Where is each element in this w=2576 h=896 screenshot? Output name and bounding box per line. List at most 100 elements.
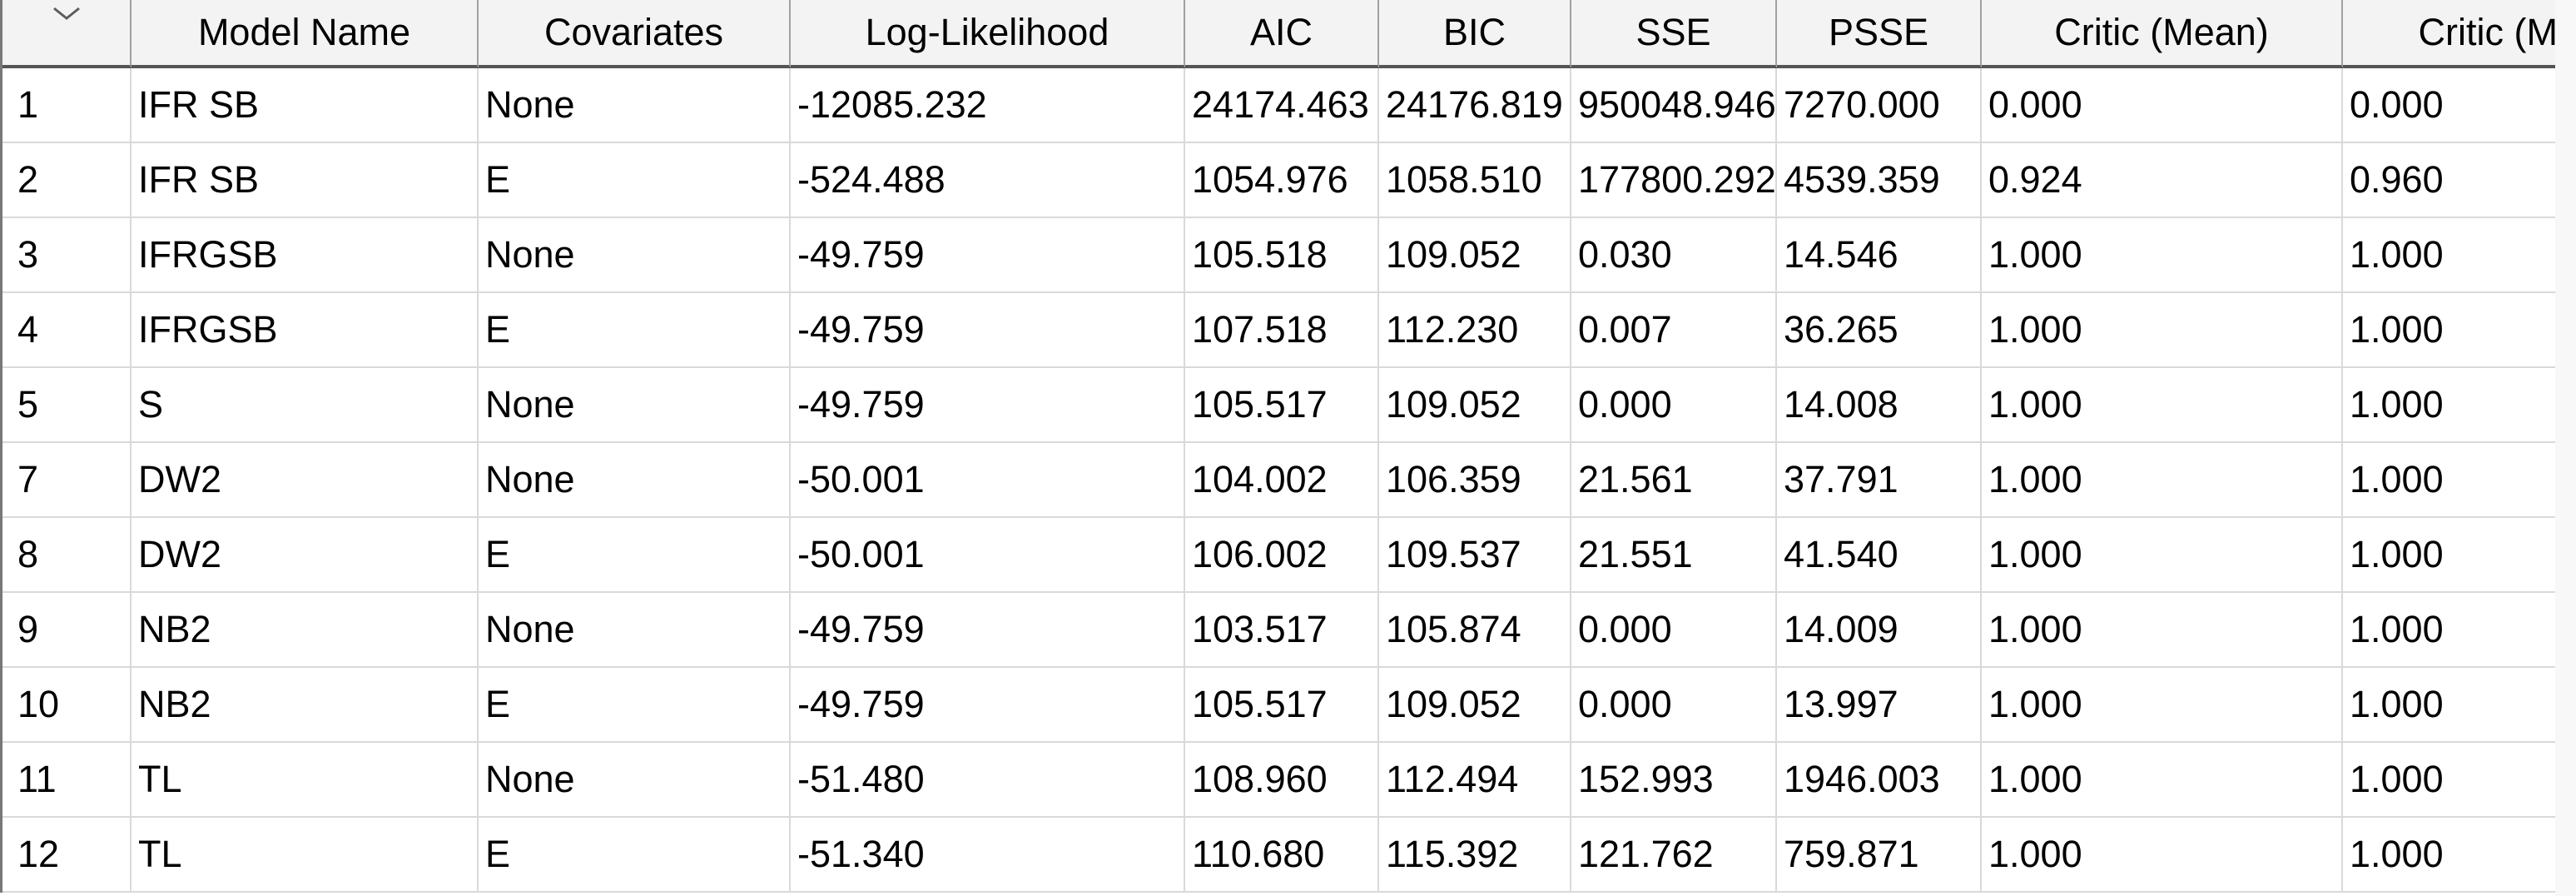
col-header-model-name[interactable]: Model Name [132,0,479,68]
col-header-psse[interactable]: PSSE [1777,0,1982,68]
model-name-cell[interactable]: IFR SB [132,68,479,143]
sse-cell[interactable]: 21.551 [1571,518,1777,593]
bic-cell[interactable]: 115.392 [1379,818,1571,893]
log-likelihood-cell[interactable]: -12085.232 [791,68,1185,143]
critic-m-cell[interactable]: 1.000 [2343,218,2558,293]
psse-cell[interactable]: 759.871 [1777,818,1982,893]
row-number-cell[interactable]: 4 [2,293,132,368]
table-row[interactable]: 10 NB2 E -49.759 105.517 109.052 0.000 1… [2,668,2558,743]
critic-mean-cell[interactable]: 1.000 [1982,518,2343,593]
psse-cell[interactable]: 36.265 [1777,293,1982,368]
psse-cell[interactable]: 41.540 [1777,518,1982,593]
row-number-cell[interactable]: 10 [2,668,132,743]
psse-cell[interactable]: 1946.003 [1777,743,1982,818]
table-row[interactable]: 3 IFRGSB None -49.759 105.518 109.052 0.… [2,218,2558,293]
critic-m-cell[interactable]: 0.000 [2343,68,2558,143]
table-row[interactable]: 8 DW2 E -50.001 106.002 109.537 21.551 4… [2,518,2558,593]
critic-mean-cell[interactable]: 1.000 [1982,668,2343,743]
critic-m-cell[interactable]: 1.000 [2343,818,2558,893]
model-name-cell[interactable]: IFRGSB [132,218,479,293]
table-row[interactable]: 5 S None -49.759 105.517 109.052 0.000 1… [2,368,2558,443]
log-likelihood-cell[interactable]: -51.480 [791,743,1185,818]
row-number-cell[interactable]: 5 [2,368,132,443]
aic-cell[interactable]: 1054.976 [1185,143,1379,218]
model-name-cell[interactable]: TL [132,743,479,818]
aic-cell[interactable]: 107.518 [1185,293,1379,368]
row-number-cell[interactable]: 2 [2,143,132,218]
log-likelihood-cell[interactable]: -50.001 [791,443,1185,518]
bic-cell[interactable]: 112.494 [1379,743,1571,818]
model-name-cell[interactable]: DW2 [132,443,479,518]
bic-cell[interactable]: 109.052 [1379,218,1571,293]
critic-mean-cell[interactable]: 1.000 [1982,443,2343,518]
psse-cell[interactable]: 14.008 [1777,368,1982,443]
aic-cell[interactable]: 110.680 [1185,818,1379,893]
critic-m-cell[interactable]: 1.000 [2343,443,2558,518]
critic-mean-cell[interactable]: 1.000 [1982,368,2343,443]
sse-cell[interactable]: 0.030 [1571,218,1777,293]
critic-mean-cell[interactable]: 1.000 [1982,743,2343,818]
psse-cell[interactable]: 14.009 [1777,593,1982,668]
critic-mean-cell[interactable]: 1.000 [1982,218,2343,293]
log-likelihood-cell[interactable]: -49.759 [791,218,1185,293]
bic-cell[interactable]: 105.874 [1379,593,1571,668]
covariates-cell[interactable]: None [479,443,791,518]
row-number-cell[interactable]: 12 [2,818,132,893]
psse-cell[interactable]: 14.546 [1777,218,1982,293]
model-name-cell[interactable]: NB2 [132,593,479,668]
model-name-cell[interactable]: IFR SB [132,143,479,218]
log-likelihood-cell[interactable]: -49.759 [791,593,1185,668]
sse-cell[interactable]: 0.000 [1571,593,1777,668]
row-number-cell[interactable]: 7 [2,443,132,518]
model-name-cell[interactable]: NB2 [132,668,479,743]
bic-cell[interactable]: 24176.819 [1379,68,1571,143]
psse-cell[interactable]: 4539.359 [1777,143,1982,218]
log-likelihood-cell[interactable]: -524.488 [791,143,1185,218]
col-header-aic[interactable]: AIC [1185,0,1379,68]
critic-m-cell[interactable]: 1.000 [2343,518,2558,593]
col-header-critic-mean[interactable]: Critic (Mean) [1982,0,2343,68]
bic-cell[interactable]: 106.359 [1379,443,1571,518]
col-header-critic-m[interactable]: Critic (M [2343,0,2558,68]
sse-cell[interactable]: 121.762 [1571,818,1777,893]
psse-cell[interactable]: 7270.000 [1777,68,1982,143]
col-header-bic[interactable]: BIC [1379,0,1571,68]
log-likelihood-cell[interactable]: -51.340 [791,818,1185,893]
covariates-cell[interactable]: None [479,368,791,443]
critic-m-cell[interactable]: 1.000 [2343,593,2558,668]
critic-mean-cell[interactable]: 0.924 [1982,143,2343,218]
critic-mean-cell[interactable]: 1.000 [1982,293,2343,368]
critic-mean-cell[interactable]: 1.000 [1982,818,2343,893]
covariates-cell[interactable]: None [479,593,791,668]
row-number-cell[interactable]: 8 [2,518,132,593]
covariates-cell[interactable]: None [479,68,791,143]
table-row[interactable]: 11 TL None -51.480 108.960 112.494 152.9… [2,743,2558,818]
covariates-cell[interactable]: None [479,743,791,818]
sse-cell[interactable]: 0.000 [1571,668,1777,743]
log-likelihood-cell[interactable]: -49.759 [791,368,1185,443]
bic-cell[interactable]: 109.537 [1379,518,1571,593]
covariates-cell[interactable]: E [479,668,791,743]
aic-cell[interactable]: 105.517 [1185,668,1379,743]
table-row[interactable]: 4 IFRGSB E -49.759 107.518 112.230 0.007… [2,293,2558,368]
bic-cell[interactable]: 109.052 [1379,368,1571,443]
critic-m-cell[interactable]: 1.000 [2343,668,2558,743]
table-row[interactable]: 2 IFR SB E -524.488 1054.976 1058.510 17… [2,143,2558,218]
covariates-cell[interactable]: E [479,143,791,218]
model-name-cell[interactable]: DW2 [132,518,479,593]
log-likelihood-cell[interactable]: -50.001 [791,518,1185,593]
model-name-cell[interactable]: S [132,368,479,443]
table-row[interactable]: 1 IFR SB None -12085.232 24174.463 24176… [2,68,2558,143]
col-header-sse[interactable]: SSE [1571,0,1777,68]
table-row[interactable]: 9 NB2 None -49.759 103.517 105.874 0.000… [2,593,2558,668]
col-header-covariates[interactable]: Covariates [479,0,791,68]
bic-cell[interactable]: 112.230 [1379,293,1571,368]
row-number-cell[interactable]: 9 [2,593,132,668]
sse-cell[interactable]: 950048.946 [1571,68,1777,143]
log-likelihood-cell[interactable]: -49.759 [791,293,1185,368]
bic-cell[interactable]: 1058.510 [1379,143,1571,218]
sse-cell[interactable]: 0.000 [1571,368,1777,443]
critic-mean-cell[interactable]: 0.000 [1982,68,2343,143]
critic-m-cell[interactable]: 1.000 [2343,293,2558,368]
col-header-log-likelihood[interactable]: Log-Likelihood [791,0,1185,68]
